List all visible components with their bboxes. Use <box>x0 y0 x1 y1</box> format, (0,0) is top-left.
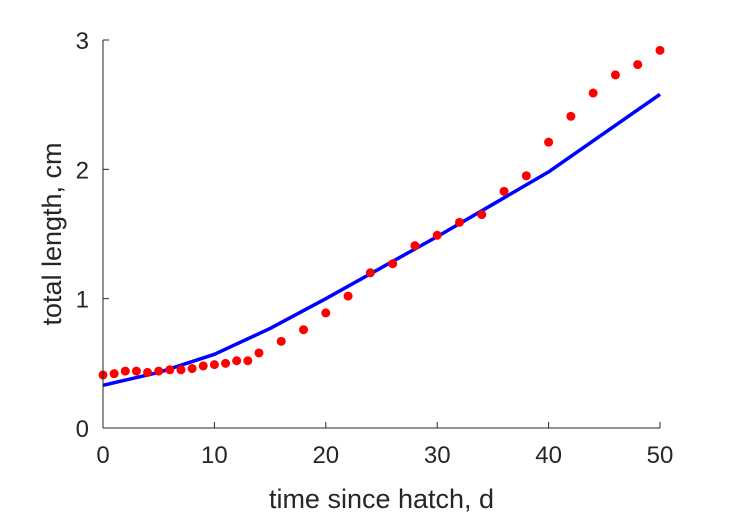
data-point <box>221 358 231 368</box>
data-point <box>254 348 264 358</box>
data-point <box>109 369 119 379</box>
data-point <box>209 360 219 370</box>
data-point <box>120 366 130 376</box>
x-tick-label: 20 <box>312 442 339 469</box>
data-point <box>321 308 331 318</box>
x-tick-label: 10 <box>201 442 228 469</box>
data-point <box>343 291 353 301</box>
data-point <box>432 230 442 240</box>
y-axis-label: total length, cm <box>37 142 67 325</box>
data-point <box>544 137 554 147</box>
data-point <box>655 45 665 55</box>
data-point <box>454 217 464 227</box>
data-point <box>187 364 197 374</box>
x-tick-label: 30 <box>424 442 451 469</box>
data-point <box>131 366 141 376</box>
data-point <box>143 367 153 377</box>
data-point <box>499 186 509 196</box>
y-tick-label: 2 <box>76 157 89 184</box>
data-point <box>365 268 375 278</box>
data-point <box>477 210 487 220</box>
data-point <box>299 325 309 335</box>
x-tick-label: 50 <box>647 442 674 469</box>
y-tick-label: 3 <box>76 28 89 55</box>
axes: 0 10 20 30 40 50 0 1 2 3 <box>76 28 674 469</box>
data-point <box>154 366 164 376</box>
plot-marks <box>98 45 665 388</box>
data-point <box>243 356 253 366</box>
data-point <box>521 171 531 181</box>
y-tick-label: 0 <box>76 416 89 443</box>
data-point <box>410 241 420 251</box>
x-axis-label: time since hatch, d <box>269 484 494 514</box>
data-point <box>610 70 620 80</box>
data-point <box>566 111 576 121</box>
data-point <box>198 361 208 371</box>
model-line <box>102 92 662 388</box>
data-point <box>588 88 598 98</box>
y-tick-label: 1 <box>76 287 89 314</box>
data-point <box>633 60 643 70</box>
data-point <box>176 365 186 375</box>
data-point <box>388 259 398 269</box>
data-point <box>276 336 286 346</box>
x-tick-label: 40 <box>535 442 562 469</box>
x-tick-label: 0 <box>96 442 109 469</box>
data-point <box>165 365 175 375</box>
data-point <box>232 356 242 366</box>
